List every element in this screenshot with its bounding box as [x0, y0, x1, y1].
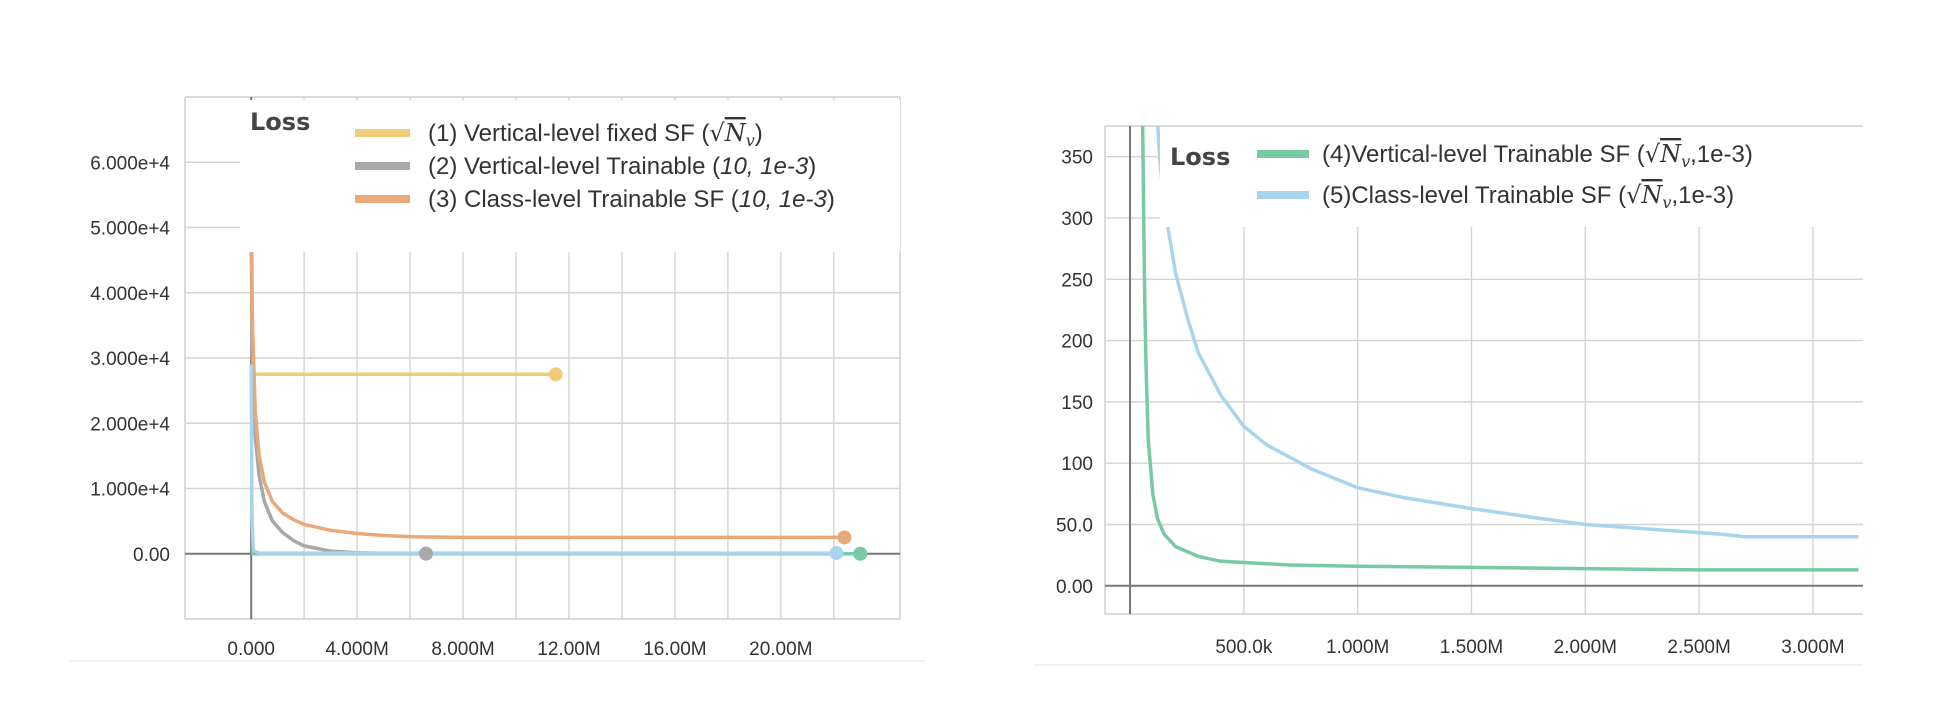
x-tick-label: 1.000M [1326, 637, 1389, 658]
series-end-marker-2 [418, 546, 433, 561]
y-tick-label: 200 [1061, 332, 1093, 353]
x-tick-label: 2.000M [1554, 637, 1617, 658]
y-tick-label: 3.000e+4 [90, 349, 170, 370]
y-tick-label: 0.00 [133, 545, 170, 566]
y-tick-label: 250 [1061, 270, 1093, 291]
legend-label-1: (4)Vertical-level Trainable SF (√Nv,1e-3… [1322, 140, 1753, 171]
y-tick-label: 100 [1061, 454, 1093, 475]
series-line-5 [249, 364, 837, 555]
y-tick-label: 0.00 [1056, 577, 1093, 598]
x-tick-label: 2.500M [1667, 637, 1730, 658]
chart-title: Loss [250, 108, 310, 136]
x-tick-label: 16.00M [643, 639, 706, 660]
x-tick-label: 8.000M [431, 639, 494, 660]
x-tick-label: 0.000 [227, 639, 275, 660]
y-tick-label: 350 [1061, 148, 1093, 169]
x-tick-label: 4.000M [325, 639, 388, 660]
series-line-2 [1156, 126, 1859, 539]
legend-label-1: (1) Vertical-level fixed SF (√Nv) [428, 119, 763, 150]
series-end-marker-5 [829, 546, 844, 561]
x-tick-label: 500.0k [1215, 637, 1273, 658]
legend-label-2: (2) Vertical-level Trainable (10, 1e-3) [428, 153, 816, 180]
series-end-marker-4 [853, 546, 868, 561]
series-end-marker-1 [548, 367, 563, 382]
x-tick-label: 12.00M [537, 639, 600, 660]
y-tick-label: 50.0 [1056, 515, 1093, 536]
y-tick-label: 6.000e+4 [90, 153, 170, 174]
y-tick-label: 150 [1061, 393, 1093, 414]
series-line-3 [249, 207, 845, 540]
legend-label-3: (3) Class-level Trainable SF (10, 1e-3) [428, 186, 835, 213]
left-loss-chart: Loss (1) Vertical-level fixed SF (√Nv) (2)… [90, 96, 901, 660]
right-loss-chart: Loss (4)Vertical-level Trainable SF (√Nv,… [1056, 125, 1863, 658]
chart-title: Loss [1170, 143, 1230, 171]
y-tick-label: 1.000e+4 [90, 480, 170, 501]
x-tick-label: 20.00M [749, 639, 812, 660]
x-tick-label: 1.500M [1440, 637, 1503, 658]
x-tick-label: 3.000M [1781, 637, 1844, 658]
y-tick-label: 5.000e+4 [90, 219, 170, 240]
y-tick-label: 4.000e+4 [90, 284, 170, 305]
series-end-marker-3 [837, 530, 852, 545]
y-tick-label: 2.000e+4 [90, 414, 170, 435]
series-line-1 [1140, 126, 1859, 572]
legend-label-2: (5)Class-level Trainable SF (√Nv,1e-3) [1322, 181, 1734, 212]
y-tick-label: 300 [1061, 209, 1093, 230]
legend-background [240, 100, 900, 252]
legend-background [1160, 127, 1863, 227]
series-line-1 [249, 369, 556, 377]
